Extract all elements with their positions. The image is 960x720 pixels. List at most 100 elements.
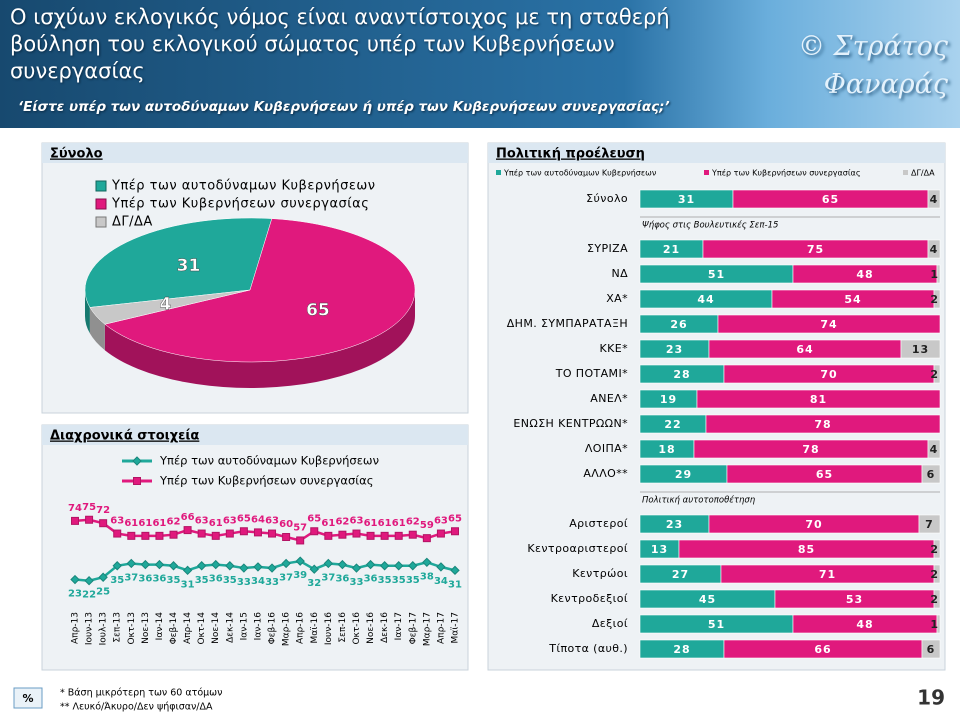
marker — [352, 529, 361, 538]
x-tick-label: Οκτ-16 — [352, 612, 362, 645]
bar-segment — [933, 589, 941, 609]
pie-side — [85, 290, 90, 334]
bar-segment — [921, 464, 941, 484]
marker — [155, 531, 164, 540]
data-label: 66 — [814, 643, 831, 656]
data-label: 31 — [181, 579, 195, 590]
data-label: 35 — [110, 575, 124, 586]
x-tick-label: Μαρ-16 — [282, 612, 292, 646]
data-label: 35 — [195, 575, 209, 586]
panel-header — [42, 143, 468, 163]
data-label: 1 — [930, 618, 939, 631]
marker — [98, 572, 108, 582]
data-label: 61 — [209, 518, 223, 529]
category-label: ΧΑ* — [606, 292, 628, 305]
marker — [408, 561, 418, 571]
marker — [296, 536, 305, 545]
marker — [450, 565, 460, 576]
bar-segment — [933, 289, 941, 309]
marker — [211, 559, 221, 570]
legend-label: Υπέρ των αυτοδύναμων Κυβερνήσεων — [111, 179, 376, 194]
marker — [253, 562, 263, 572]
marker — [337, 559, 348, 570]
marker — [126, 558, 137, 569]
legend-swatch — [704, 170, 709, 175]
data-label: 61 — [124, 518, 138, 529]
data-label: 23 — [68, 589, 82, 600]
legend-label: Υπέρ των Κυβερνήσεων συνεργασίας — [159, 474, 374, 488]
bar-segment — [921, 639, 941, 659]
data-label: 18 — [658, 443, 675, 456]
legend-swatch — [496, 170, 501, 175]
category-label: ΕΝΩΣΗ ΚΕΝΤΡΩΩΝ* — [513, 417, 628, 430]
data-label: 36 — [335, 574, 349, 585]
data-label: 63 — [195, 516, 209, 527]
x-tick-label: Απρ-17 — [436, 612, 446, 644]
data-label: 22 — [82, 590, 96, 601]
x-tick-label: Μαρ-17 — [422, 612, 432, 646]
data-label: 35 — [378, 575, 392, 586]
data-label: 70 — [805, 518, 822, 531]
series-line — [74, 559, 456, 582]
bar-segment — [927, 189, 941, 209]
marker — [225, 529, 234, 538]
title: Ο ισχύων εκλογικός νόμος είναι αναντίστο… — [10, 5, 670, 83]
data-label: 6 — [927, 468, 936, 481]
pie-slice — [89, 289, 251, 325]
marker — [323, 558, 334, 569]
data-label: 65 — [237, 513, 251, 524]
x-tick-label: Σεπ-13 — [113, 612, 123, 643]
category-label: Τίποτα (αυθ.) — [548, 642, 628, 655]
data-label: 28 — [673, 643, 690, 656]
data-label: 57 — [293, 522, 307, 533]
data-label: 64 — [796, 343, 813, 356]
x-tick-label: Ιουλ-13 — [99, 612, 109, 645]
author: © Στράτος Φαναράς — [797, 31, 948, 100]
marker — [133, 477, 141, 485]
header: Ο ισχύων εκλογικός νόμος είναι αναντίστο… — [0, 0, 960, 128]
marker — [422, 557, 432, 568]
marker — [393, 561, 404, 571]
marker — [132, 456, 142, 466]
data-label: 36 — [152, 574, 166, 585]
marker — [70, 574, 80, 585]
data-label: 22 — [664, 418, 681, 431]
marker — [380, 531, 389, 540]
data-label: 34 — [434, 576, 448, 587]
x-tick-label: Ιουν-16 — [324, 612, 334, 645]
data-label: 75 — [807, 243, 824, 256]
data-label: 63 — [110, 516, 124, 527]
marker — [351, 563, 362, 573]
data-label: 37 — [124, 572, 138, 583]
unit: % — [22, 692, 33, 705]
data-label: 75 — [82, 502, 96, 513]
data-label: 66 — [181, 512, 195, 523]
data-label: 33 — [265, 577, 279, 588]
data-label: 21 — [663, 243, 680, 256]
marker — [112, 561, 122, 571]
data-label: 44 — [697, 293, 714, 306]
data-label: 25 — [96, 586, 110, 597]
data-label: 19 — [660, 393, 677, 406]
data-label: 13 — [651, 543, 668, 556]
marker — [141, 531, 150, 540]
data-label: 27 — [672, 568, 689, 581]
x-tick-label: Δεκ-14 — [225, 612, 235, 643]
category-label: ΑΛΛΟ** — [583, 467, 628, 480]
marker — [379, 561, 390, 571]
panel-header — [42, 425, 468, 445]
data-label: 78 — [802, 443, 819, 456]
marker — [267, 563, 277, 573]
marker — [324, 531, 333, 540]
marker — [295, 556, 305, 566]
footnote: ** Λευκό/Άκυρο/Δεν ψήφισαν/ΔΑ — [60, 702, 213, 713]
footnote: * Βάση μικρότερη των 60 ατόμων — [60, 688, 222, 699]
data-label: 72 — [96, 505, 110, 516]
x-tick-label: Μαϊ-16 — [310, 612, 320, 644]
data-label: 35 — [392, 575, 406, 586]
category-label: ΑΝΕΛ* — [590, 392, 628, 405]
data-label: 26 — [670, 318, 687, 331]
x-tick-label: Φεβ-14 — [169, 612, 179, 645]
